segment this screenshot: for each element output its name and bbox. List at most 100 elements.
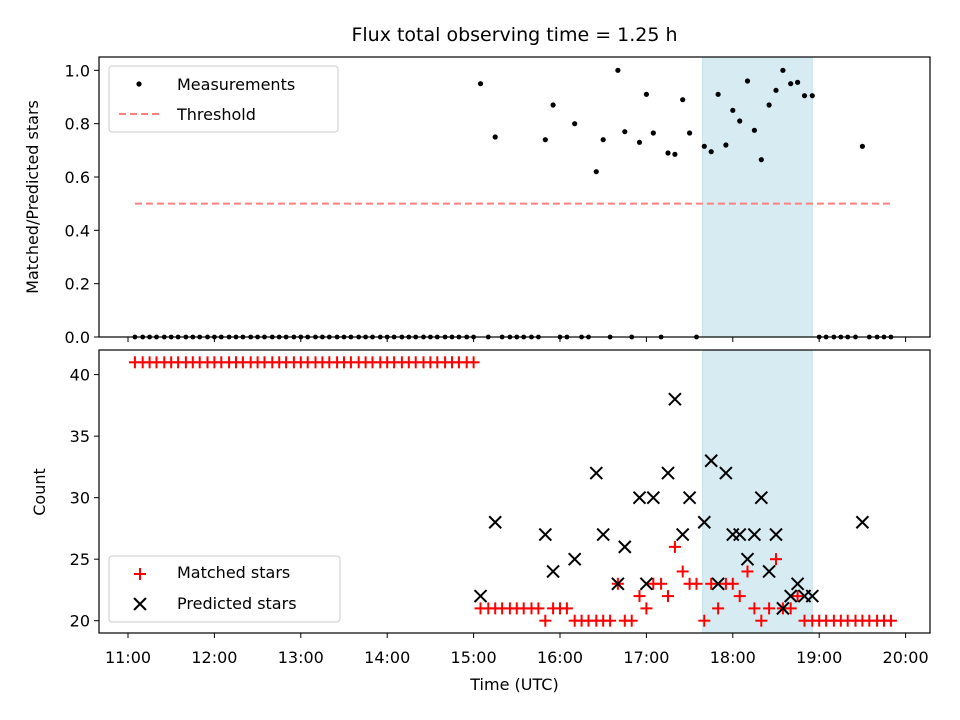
top-legend: Measurements Threshold [108,65,339,133]
matched-star-marker [726,577,739,590]
matched-star-marker [633,590,646,603]
measurement-point [773,87,779,93]
measurement-point [615,67,621,73]
matched-star-marker [539,614,552,627]
predicted-star-marker [675,527,690,542]
matched-star-marker [791,590,804,603]
bottom-y-tick-label: 30 [70,489,90,508]
measurement-point [672,151,678,157]
predicted-star-marker [697,515,711,529]
x-tick-label: 14:00 [364,648,410,667]
predicted-star-marker [618,540,632,554]
bottom-y-axis-label: Count [30,468,49,516]
legend-predicted-label: Predicted stars [177,594,297,613]
measurement-points [132,67,894,340]
measurement-point [622,129,628,135]
top-y-tick-label: 0.8 [65,115,90,134]
predicted-star-marker [740,552,755,566]
legend-threshold-label: Threshold [176,105,256,124]
matched-star-marker [763,602,776,615]
matched-star-marker [784,602,797,615]
matched-star-marker [733,590,746,603]
matched-star-marker [770,553,782,566]
top-y-tick-label: 0.4 [65,221,90,240]
matched-star-marker [625,614,638,627]
measurement-point [492,134,498,140]
matched-star-marker [655,577,668,590]
predicted-star-marker [473,589,488,603]
predicted-star-marker [646,490,661,505]
measurement-point [730,107,736,113]
predicted-star-marker [567,552,582,566]
predicted-star-marker [488,515,502,529]
measurement-point [636,139,643,145]
matched-star-marker [748,602,761,615]
measurement-point [687,130,693,136]
bottom-y-tick-label: 40 [70,366,90,385]
matched-star-marker [640,602,653,615]
observing-window-shade-top [702,56,813,338]
predicted-star-marker [769,527,783,542]
matched-star-marker [676,565,689,578]
measurement-point [723,142,729,148]
measurement-point [744,78,751,84]
measurement-point [665,150,671,156]
measurement-point [795,79,801,85]
predicted-star-marker [538,527,553,542]
x-tick-label: 20:00 [883,648,929,667]
measurement-point [550,102,556,108]
predicted-star-marker [704,454,718,468]
legend-predicted-marker [133,597,147,611]
predicted-star-marker [805,589,819,603]
measurement-point [766,102,772,108]
bottom-y-tick-label: 35 [70,427,90,446]
measurement-point [737,118,743,124]
top-y-tick-label: 0.6 [65,168,90,187]
predicted-star-marker [733,527,747,542]
x-tick-label: 18:00 [710,648,756,667]
predicted-star-marker [632,490,647,505]
measurement-point [593,169,599,175]
matched-star-marker [560,602,573,615]
measurement-point [600,137,606,143]
top-y-tick-label: 0.0 [65,328,90,347]
measurement-point [680,97,686,103]
predicted-star-marker [682,490,697,505]
matched-stars-markers [128,356,897,627]
predicted-star-marker [711,577,725,591]
top-x-ticks [127,337,907,342]
top-axes: 0.0 0.2 0.4 0.6 0.8 1.0 Flux total observing … [23,24,931,347]
predicted-stars-markers [473,392,870,616]
top-y-axis-label: Matched/Predicted stars [23,100,42,294]
predicted-star-marker [546,564,560,579]
top-y-tick-label: 0.2 [65,275,90,294]
predicted-star-marker [596,527,610,542]
matched-star-marker [604,614,617,627]
measurement-point [572,121,578,127]
measurement-point [788,81,794,87]
bottom-y-tick-label: 20 [70,612,90,631]
predicted-star-marker [639,577,654,591]
x-tick-label: 15:00 [451,648,497,667]
matched-star-marker [755,614,768,627]
measurement-point [859,143,866,149]
measurement-point [708,149,714,155]
bottom-legend-box [108,555,341,623]
legend-matched-label: Matched stars [177,563,290,582]
predicted-star-marker [790,577,805,591]
matched-star-marker [712,602,725,615]
predicted-star-marker [661,466,675,480]
matched-star-marker [741,565,754,578]
predicted-star-marker [754,490,769,505]
x-tick-label: 19:00 [796,648,842,667]
measurement-point [643,91,650,97]
measurement-point [650,130,656,136]
x-tick-label: 13:00 [278,648,324,667]
bottom-legend: Matched stars Predicted stars [108,555,341,623]
legend-measurements-marker [136,81,142,87]
predicted-star-marker [747,527,762,542]
matched-star-marker [705,577,718,590]
legend-matched-marker [134,568,146,580]
top-y-ticks: 0.0 0.2 0.4 0.6 0.8 1.0 [65,61,99,347]
